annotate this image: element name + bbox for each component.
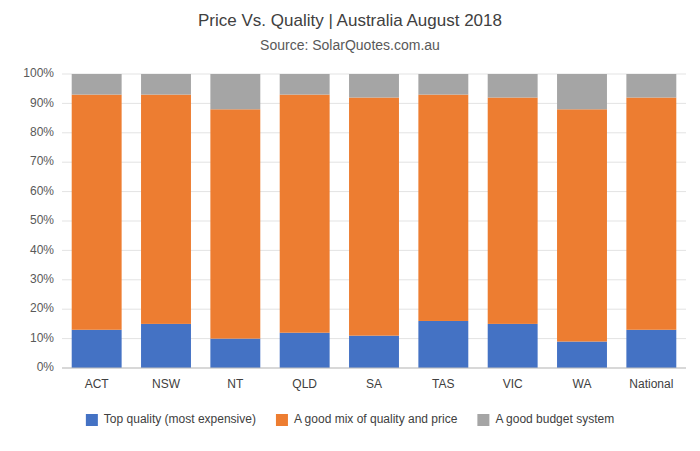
bar-segment — [418, 321, 468, 368]
bar-segment — [141, 324, 191, 368]
y-tick-label: 50% — [30, 213, 54, 227]
title: Price Vs. Quality | Australia August 201… — [198, 11, 502, 30]
bar-segment — [557, 342, 607, 368]
bar-segment — [280, 333, 330, 368]
y-tick-label: 70% — [30, 154, 54, 168]
x-tick-label: TAS — [432, 377, 454, 391]
x-tick-label: VIC — [503, 377, 523, 391]
y-tick-label: 30% — [30, 272, 54, 286]
bar-segment — [349, 98, 399, 336]
y-tick-label: 10% — [30, 331, 54, 345]
legend-item: A good budget system — [477, 412, 614, 426]
bar-segment — [210, 109, 260, 338]
x-tick-label: NSW — [152, 377, 181, 391]
y-tick-label: 0% — [37, 360, 55, 374]
bar-segment — [626, 74, 676, 98]
y-tick-label: 90% — [30, 96, 54, 110]
bar-segment — [418, 95, 468, 321]
bar-segment — [72, 95, 122, 330]
y-tick-label: 100% — [23, 66, 54, 80]
grid-line — [62, 368, 686, 369]
bar-segment — [141, 95, 191, 324]
legend-label: A good mix of quality and price — [294, 412, 458, 426]
bar-segment — [418, 74, 468, 95]
x-tick-label: National — [629, 377, 673, 391]
y-tick-label: 20% — [30, 301, 54, 315]
legend-swatch — [477, 414, 489, 426]
x-tick-label: QLD — [292, 377, 317, 391]
legend-label: A good budget system — [495, 412, 614, 426]
bar-segment — [488, 98, 538, 324]
y-tick-label: 80% — [30, 125, 54, 139]
bar-segment — [280, 74, 330, 95]
bars — [72, 74, 677, 368]
y-tick-label: 60% — [30, 184, 54, 198]
subtitle: Source: SolarQuotes.com.au — [260, 37, 440, 53]
bar-segment — [72, 74, 122, 95]
chart: Price Vs. Quality | Australia August 201… — [0, 0, 700, 451]
legend-swatch — [86, 414, 98, 426]
legend-item: A good mix of quality and price — [276, 412, 458, 426]
bar-segment — [280, 95, 330, 333]
x-axis-line — [62, 368, 686, 369]
bar-segment — [210, 74, 260, 109]
bar-segment — [349, 74, 399, 98]
legend: Top quality (most expensive) A good mix o… — [86, 412, 614, 426]
y-axis: 0% 10% 20% 30% 40% 50% 60% 70% 80% 90% 100% — [23, 66, 686, 374]
bar-segment — [626, 98, 676, 330]
series — [72, 74, 677, 109]
y-tick-label: 40% — [30, 243, 54, 257]
bar-segment — [488, 324, 538, 368]
bar-segment — [141, 74, 191, 95]
bar-segment — [557, 109, 607, 341]
x-tick-label: WA — [573, 377, 592, 391]
bar-segment — [210, 339, 260, 368]
legend-swatch — [276, 414, 288, 426]
x-tick-label: NT — [227, 377, 244, 391]
bar-segment — [626, 330, 676, 368]
legend-label: Top quality (most expensive) — [104, 412, 256, 426]
x-tick-label: ACT — [85, 377, 110, 391]
bar-segment — [557, 74, 607, 109]
bar-segment — [72, 330, 122, 368]
x-axis: ACT NSW NT QLD SA TAS VIC WA National — [62, 368, 686, 391]
x-tick-label: SA — [366, 377, 382, 391]
bar-segment — [488, 74, 538, 98]
series — [72, 95, 677, 342]
bar-segment — [349, 336, 399, 368]
legend-item: Top quality (most expensive) — [86, 412, 256, 426]
